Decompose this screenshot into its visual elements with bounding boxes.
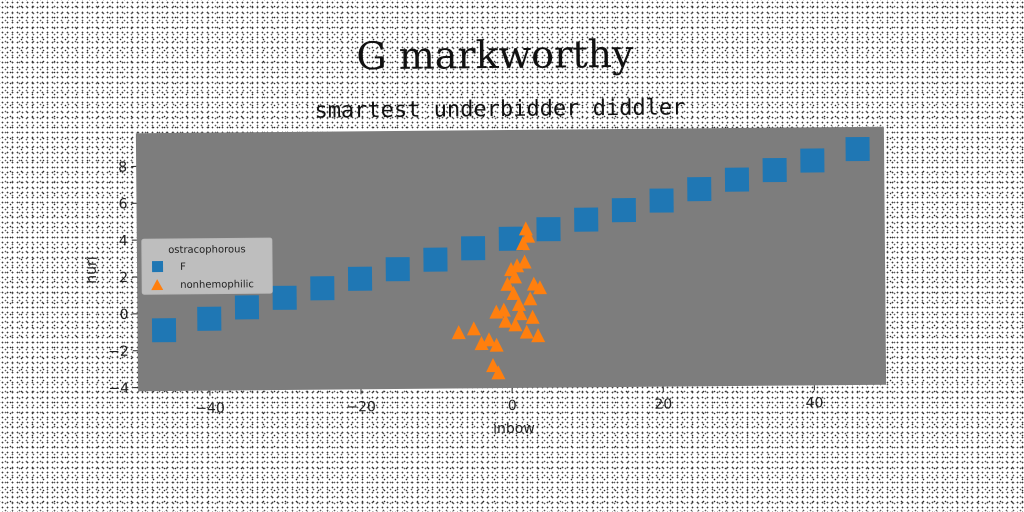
legend-marker-nonhemophilic <box>151 279 164 291</box>
data-point <box>474 336 489 351</box>
data-point <box>533 280 548 295</box>
data-point <box>151 318 177 343</box>
legend-marker-f <box>151 261 164 273</box>
x-axis-label: inbow <box>493 421 535 437</box>
data-point <box>461 236 486 261</box>
data-point <box>611 197 637 223</box>
data-point <box>516 236 531 251</box>
y-tick-label: −4 <box>108 381 129 397</box>
data-point <box>521 228 536 243</box>
data-point <box>498 313 513 328</box>
series-layer <box>151 136 870 380</box>
data-point <box>500 276 515 291</box>
data-point <box>525 309 540 324</box>
data-point <box>513 306 528 321</box>
x-tick-label: 20 <box>654 397 672 413</box>
data-point <box>574 207 599 232</box>
data-point <box>197 306 222 331</box>
data-point <box>466 321 481 336</box>
data-point <box>649 188 674 213</box>
y-tick-label: −2 <box>108 344 129 360</box>
x-tick-label: 0 <box>508 398 517 414</box>
x-tick-label: 40 <box>806 395 824 411</box>
x-tick-label: −20 <box>346 399 376 415</box>
data-point <box>486 358 501 373</box>
legend: ostracophorous F nonhemophilic <box>141 237 273 295</box>
legend-label-nonhemophilic: nonhemophilic <box>180 279 254 291</box>
data-point <box>724 167 750 192</box>
data-point <box>272 285 297 310</box>
series-nonhemophilic <box>451 221 548 380</box>
data-point <box>800 148 825 173</box>
data-point <box>423 247 448 272</box>
data-point <box>489 337 504 352</box>
data-point <box>845 136 870 162</box>
data-point <box>536 217 561 242</box>
y-axis-label: nuri <box>84 256 100 283</box>
data-point <box>491 365 506 380</box>
y-tick-label: 0 <box>119 307 128 323</box>
legend-box <box>141 237 273 295</box>
y-tick-label: 4 <box>119 233 128 249</box>
data-point <box>531 328 546 343</box>
data-point <box>517 254 532 269</box>
x-tick-label: −40 <box>195 400 225 416</box>
data-point <box>519 324 534 339</box>
series-f <box>151 136 870 343</box>
data-point <box>234 295 260 320</box>
chart-subtitle: smartest underbidder diddler <box>314 95 685 123</box>
y-tick-label: 8 <box>118 160 127 176</box>
data-point <box>310 276 335 301</box>
legend-label-f: F <box>180 262 186 273</box>
legend-title: ostracophorous <box>168 244 246 256</box>
data-point <box>523 291 538 306</box>
data-point <box>451 325 466 340</box>
data-point <box>489 304 504 319</box>
data-point <box>482 332 497 347</box>
data-point <box>507 269 522 284</box>
data-point <box>508 317 523 332</box>
data-point <box>498 226 523 251</box>
data-point <box>687 177 712 202</box>
chart-title: G markworthy <box>356 32 634 78</box>
y-tick-label: 6 <box>119 196 128 212</box>
y-tick-label: 2 <box>119 270 128 286</box>
data-point <box>512 296 527 312</box>
data-point <box>347 266 373 291</box>
data-point <box>762 157 787 183</box>
data-point <box>506 285 521 301</box>
data-point <box>385 257 410 282</box>
